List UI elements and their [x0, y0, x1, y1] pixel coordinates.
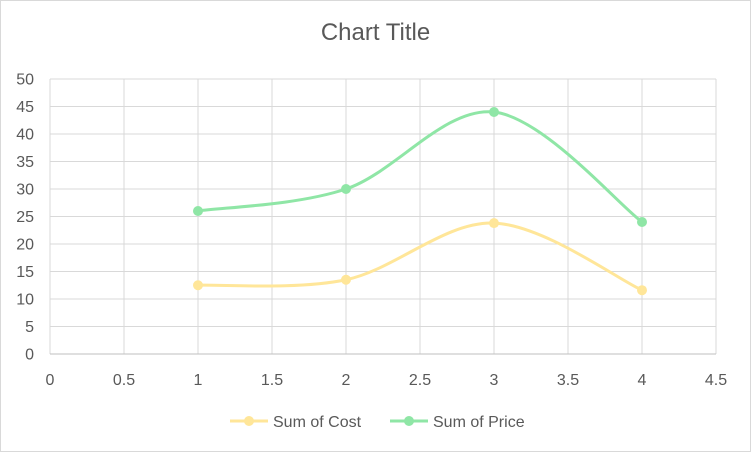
x-tick-label: 1 — [194, 372, 203, 389]
y-tick-label: 0 — [25, 347, 34, 364]
legend-marker-sum-of-price — [404, 416, 414, 426]
y-tick-label: 15 — [16, 264, 34, 281]
chart-title: Chart Title — [320, 19, 431, 46]
data-point-sum-of-price — [489, 107, 499, 117]
y-tick-label: 45 — [16, 99, 34, 116]
y-tick-label: 20 — [16, 237, 34, 254]
x-tick-label: 3 — [490, 372, 499, 389]
data-point-sum-of-price — [193, 206, 203, 216]
data-point-sum-of-price — [341, 184, 351, 194]
y-tick-label: 35 — [16, 154, 34, 171]
series-line-sum-of-price — [196, 110, 644, 224]
data-point-sum-of-cost — [341, 274, 351, 285]
data-point-sum-of-cost — [193, 280, 203, 291]
x-tick-label: 3.5 — [557, 372, 579, 389]
data-point-sum-of-cost — [489, 218, 499, 229]
x-tick-label: 1.5 — [261, 372, 283, 389]
data-point-sum-of-price — [637, 217, 647, 227]
y-tick-label: 50 — [16, 72, 34, 89]
x-tick-label: 2.5 — [409, 372, 431, 389]
y-tick-label: 25 — [16, 209, 34, 226]
y-tick-label: 30 — [16, 182, 34, 199]
series-line-sum-of-cost — [196, 221, 644, 292]
x-tick-label: 2 — [342, 372, 351, 389]
x-tick-label: 0 — [46, 372, 55, 389]
y-tick-label: 5 — [25, 319, 34, 336]
y-tick-label: 40 — [16, 127, 34, 144]
data-point-sum-of-cost — [637, 285, 647, 296]
legend-marker-sum-of-cost — [244, 416, 254, 426]
legend-label-sum-of-cost: Sum of Cost — [273, 414, 362, 431]
x-tick-label: 4 — [638, 372, 647, 389]
legend-label-sum-of-price: Sum of Price — [433, 414, 525, 431]
x-tick-label: 4.5 — [705, 372, 727, 389]
y-tick-label: 10 — [16, 292, 34, 309]
x-tick-label: 0.5 — [113, 372, 135, 389]
